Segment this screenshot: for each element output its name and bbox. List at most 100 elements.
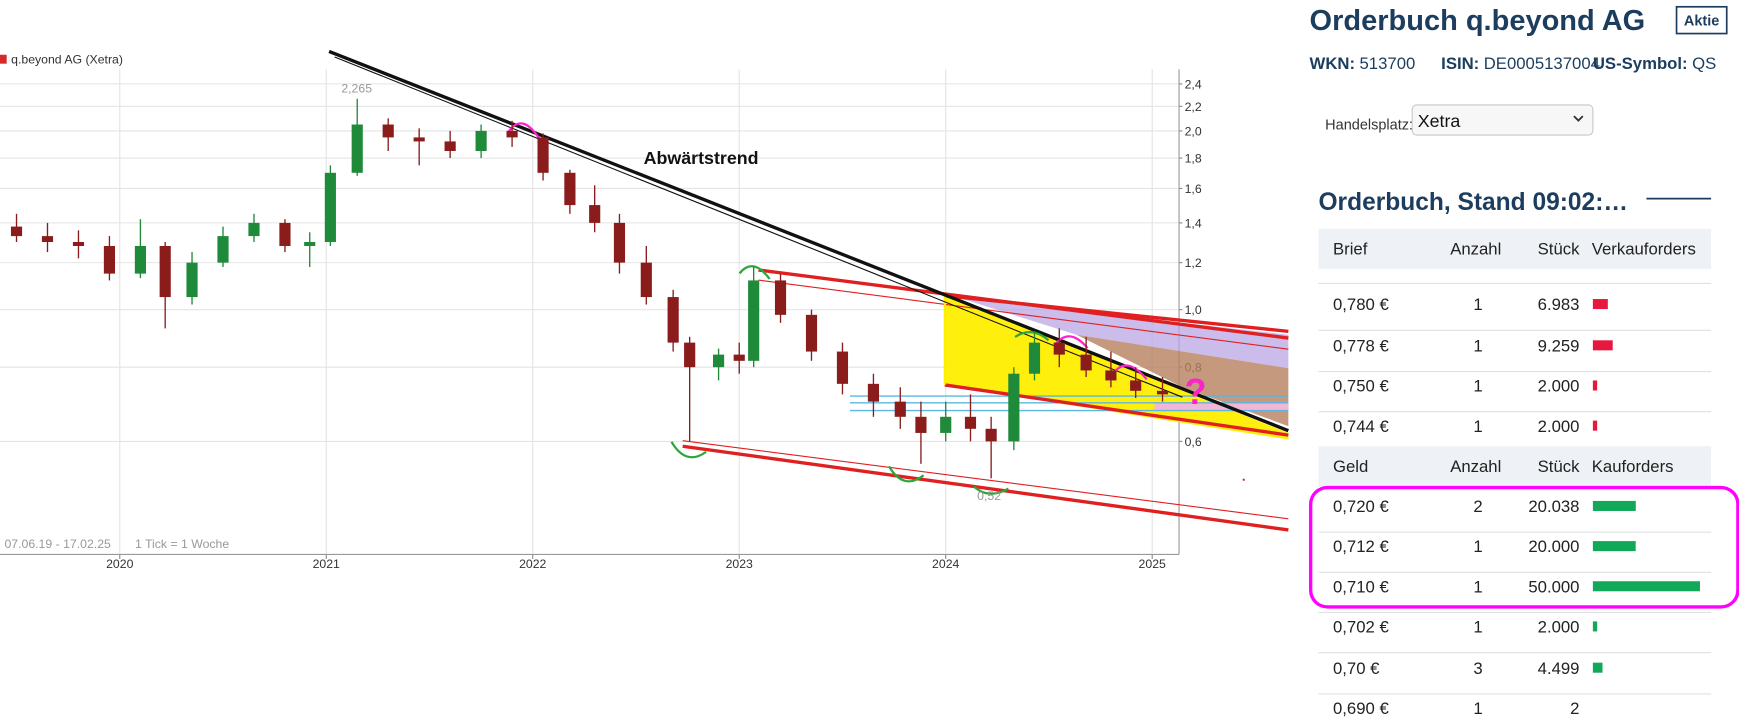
candle-body bbox=[589, 205, 601, 223]
y-tick-label: 1,0 bbox=[1185, 303, 1202, 317]
id-label: WKN: bbox=[1310, 54, 1356, 73]
candle-body bbox=[134, 245, 146, 274]
candle-body bbox=[186, 262, 198, 298]
price: 0,744 € bbox=[1333, 417, 1389, 436]
price: 0,702 € bbox=[1333, 618, 1389, 637]
quantity: 2 bbox=[1570, 699, 1579, 718]
candle-body bbox=[667, 297, 679, 343]
y-tick-label: 2,0 bbox=[1185, 124, 1202, 138]
id-value: QS bbox=[1692, 54, 1716, 73]
channel-line bbox=[758, 279, 1289, 350]
volume-bar bbox=[1592, 541, 1636, 552]
candle-body bbox=[684, 342, 696, 368]
candle-body bbox=[217, 236, 229, 263]
volume-bar bbox=[1592, 662, 1603, 673]
candle-body bbox=[351, 124, 363, 173]
page-title: Orderbuch q.beyond AG bbox=[1310, 5, 1646, 37]
badge: Aktie bbox=[1684, 14, 1719, 30]
candle-body bbox=[774, 280, 787, 315]
candle-body bbox=[10, 226, 23, 237]
id-value: 513700 bbox=[1360, 54, 1416, 73]
y-tick-label: 0,6 bbox=[1185, 435, 1202, 449]
green-mark bbox=[1014, 331, 1050, 342]
pink-band bbox=[1154, 402, 1289, 411]
purple-zone bbox=[959, 297, 1289, 369]
price: 0,720 € bbox=[1333, 497, 1389, 516]
candle-body bbox=[72, 241, 85, 246]
volume-bar bbox=[1592, 420, 1598, 431]
table-header-bg bbox=[1318, 446, 1712, 487]
candle-body bbox=[1156, 390, 1169, 395]
quantity: 4.499 bbox=[1538, 659, 1580, 678]
price: 0,70 € bbox=[1333, 659, 1380, 678]
count: 1 bbox=[1473, 336, 1482, 355]
id-value: DE0005137004 bbox=[1484, 54, 1600, 73]
x-tick-label: 2022 bbox=[519, 557, 546, 571]
candles bbox=[10, 98, 1169, 479]
orderbook-table: Brief Anzahl Stück Verkauforders 0,780 € 1 6.9… bbox=[1318, 228, 1712, 718]
x-tick-label: 2025 bbox=[1139, 557, 1166, 571]
candle-body bbox=[103, 245, 116, 274]
quantity: 2.000 bbox=[1538, 417, 1580, 436]
candle-body bbox=[1130, 380, 1142, 391]
count: 1 bbox=[1473, 618, 1482, 637]
price: 0,712 € bbox=[1333, 537, 1389, 556]
drawings bbox=[328, 49, 1289, 532]
candle-body bbox=[248, 222, 260, 237]
y-tick-label: 2,2 bbox=[1185, 100, 1202, 114]
highlight-box bbox=[1308, 485, 1739, 609]
column-header: Anzahl bbox=[1450, 457, 1501, 476]
candle-body bbox=[304, 241, 316, 246]
count: 3 bbox=[1473, 659, 1482, 678]
candle-body bbox=[613, 222, 626, 263]
identifier: ISIN: DE0005137004 bbox=[1441, 54, 1600, 73]
annotation: Abwärtstrend bbox=[644, 148, 759, 168]
y-tick-label: 1,4 bbox=[1185, 216, 1202, 230]
candle-body bbox=[382, 124, 394, 138]
chart: q.beyond AG (Xetra) 2020 2021 2022 2023 2024… bbox=[0, 49, 1289, 571]
annotation: 1 Tick = 1 Woche bbox=[135, 537, 229, 551]
candle-body bbox=[894, 401, 906, 417]
annotation: 0,52 bbox=[977, 489, 1001, 503]
x-tick-label: 2021 bbox=[313, 557, 340, 571]
volume-bar bbox=[1592, 621, 1598, 632]
annotation: 2,265 bbox=[341, 82, 372, 96]
grid: 2020202120222023202420250,60,81,01,21,41… bbox=[0, 69, 1202, 571]
id-label: ISIN: bbox=[1441, 54, 1479, 73]
y-tick-label: 1,6 bbox=[1185, 182, 1202, 196]
candle-body bbox=[444, 141, 456, 151]
candle-body bbox=[867, 383, 880, 402]
x-tick-label: 2023 bbox=[726, 557, 753, 571]
green-mark bbox=[973, 485, 1009, 495]
select-chevron bbox=[1573, 115, 1584, 122]
volume-bar bbox=[1592, 380, 1598, 391]
quantity: 20.000 bbox=[1528, 537, 1579, 556]
venue-label: Handelsplatz: bbox=[1325, 117, 1413, 133]
candle-body bbox=[41, 236, 54, 242]
annotation: ? bbox=[1185, 372, 1207, 412]
quantity: 50.000 bbox=[1528, 577, 1579, 596]
venue-select[interactable] bbox=[1411, 104, 1594, 136]
candle-body bbox=[733, 354, 745, 361]
candle-body bbox=[640, 262, 652, 298]
price: 0,690 € bbox=[1333, 699, 1389, 718]
legend-swatch bbox=[0, 54, 7, 64]
candle-body bbox=[805, 314, 818, 352]
candle-body bbox=[748, 280, 760, 361]
venue-value[interactable]: Xetra bbox=[1418, 111, 1461, 131]
candle-body bbox=[836, 351, 849, 384]
price: 0,780 € bbox=[1333, 295, 1389, 314]
candle-body bbox=[475, 130, 487, 151]
candle-body bbox=[964, 416, 977, 429]
candle-body bbox=[506, 130, 518, 138]
candle-body bbox=[564, 172, 576, 206]
green-mark bbox=[670, 441, 707, 459]
volume-bar bbox=[1592, 340, 1613, 351]
price: 0,750 € bbox=[1333, 377, 1389, 396]
volume-bar bbox=[1592, 500, 1636, 511]
identifier: WKN: 513700 bbox=[1310, 54, 1416, 73]
quantity: 6.983 bbox=[1538, 295, 1580, 314]
